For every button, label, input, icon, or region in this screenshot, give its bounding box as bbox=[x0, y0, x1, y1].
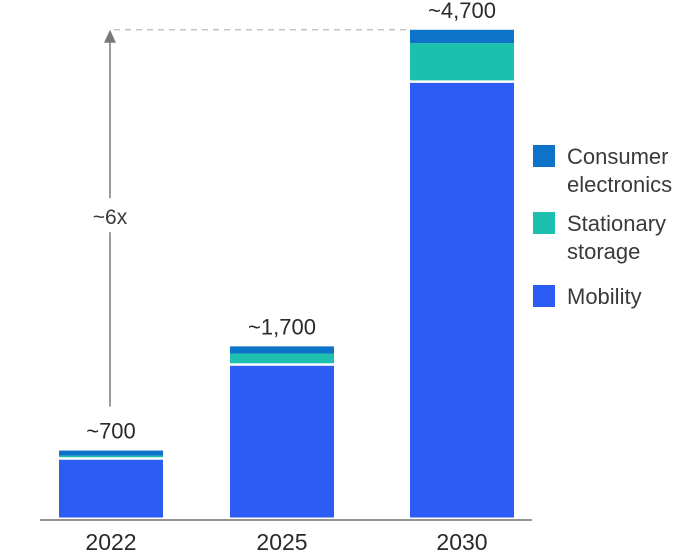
x-tick-label-2025: 2025 bbox=[256, 529, 307, 552]
total-label-2025: ~1,700 bbox=[248, 314, 316, 339]
bar-2025-mobility bbox=[230, 365, 334, 518]
bar-2025-stationary-storage bbox=[230, 353, 334, 364]
growth-label-background bbox=[76, 198, 144, 233]
bar-2030-mobility bbox=[410, 82, 514, 518]
legend-label-1-0: Stationary bbox=[567, 211, 666, 236]
legend-swatch-0 bbox=[533, 145, 555, 167]
total-label-2022: ~700 bbox=[86, 419, 136, 444]
total-label-2030: ~4,700 bbox=[428, 0, 496, 23]
x-tick-label-2030: 2030 bbox=[436, 529, 487, 552]
bars-layer: ~700 ~1,700 ~4,700 bbox=[59, 0, 514, 518]
legend-swatch-2 bbox=[533, 285, 555, 307]
growth-annotation: ~6x bbox=[76, 29, 410, 407]
bar-2022-stationary-storage bbox=[59, 455, 163, 458]
legend-swatch-1 bbox=[533, 212, 555, 234]
bar-2030-stationary-storage bbox=[410, 43, 514, 81]
legend: Consumer electronics Stationary storage Mobi… bbox=[533, 144, 672, 309]
legend-label-2-0: Mobility bbox=[567, 284, 642, 309]
growth-arrow-head-icon bbox=[104, 29, 116, 43]
bar-2022-mobility bbox=[59, 459, 163, 518]
bar-2022-consumer-electronics bbox=[59, 450, 163, 456]
x-axis: 2022 2025 2030 bbox=[40, 519, 532, 552]
bar-2030-consumer-electronics bbox=[410, 29, 514, 44]
legend-label-0-0: Consumer bbox=[567, 144, 668, 169]
x-tick-label-2022: 2022 bbox=[85, 529, 136, 552]
legend-label-1-1: storage bbox=[567, 239, 640, 264]
legend-label-0-1: electronics bbox=[567, 172, 672, 197]
growth-label: ~6x bbox=[93, 206, 128, 229]
bar-2025-consumer-electronics bbox=[230, 346, 334, 354]
